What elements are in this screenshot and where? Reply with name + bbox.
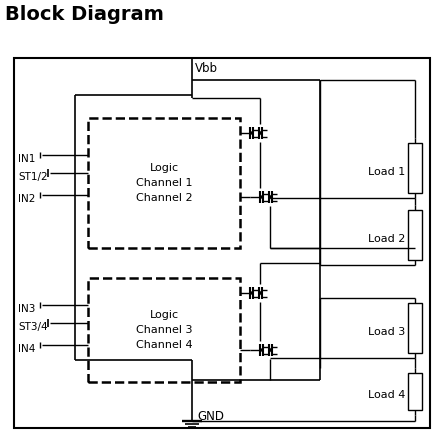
Text: IN1: IN1 [18, 154, 36, 164]
Text: Load 2: Load 2 [368, 234, 405, 244]
Text: IN2: IN2 [18, 194, 36, 204]
Bar [408, 303, 422, 353]
Polygon shape [269, 347, 272, 353]
Bar [408, 210, 422, 260]
Text: IN3: IN3 [18, 304, 36, 314]
Text: ST1/2: ST1/2 [18, 172, 48, 182]
Text: Load 4: Load 4 [368, 390, 405, 400]
Polygon shape [269, 194, 272, 200]
Text: Logic
Channel 1
Channel 2: Logic Channel 1 Channel 2 [136, 163, 192, 203]
Bar [88, 118, 240, 248]
Text: Load 3: Load 3 [368, 327, 405, 337]
Text: Load 1: Load 1 [368, 167, 405, 177]
Polygon shape [261, 195, 263, 199]
Text: Vbb: Vbb [195, 62, 218, 75]
Polygon shape [261, 348, 263, 352]
Bar [14, 58, 430, 428]
Bar [408, 373, 422, 410]
Text: IN4: IN4 [18, 344, 36, 354]
Polygon shape [259, 290, 262, 296]
Polygon shape [250, 291, 254, 295]
Bar [408, 143, 422, 193]
Polygon shape [250, 131, 254, 135]
Polygon shape [259, 130, 262, 136]
Bar [88, 278, 240, 382]
Text: Logic
Channel 3
Channel 4: Logic Channel 3 Channel 4 [136, 310, 192, 350]
Text: ST3/4: ST3/4 [18, 322, 48, 332]
Text: Block Diagram: Block Diagram [5, 5, 164, 24]
Text: GND: GND [197, 409, 224, 423]
